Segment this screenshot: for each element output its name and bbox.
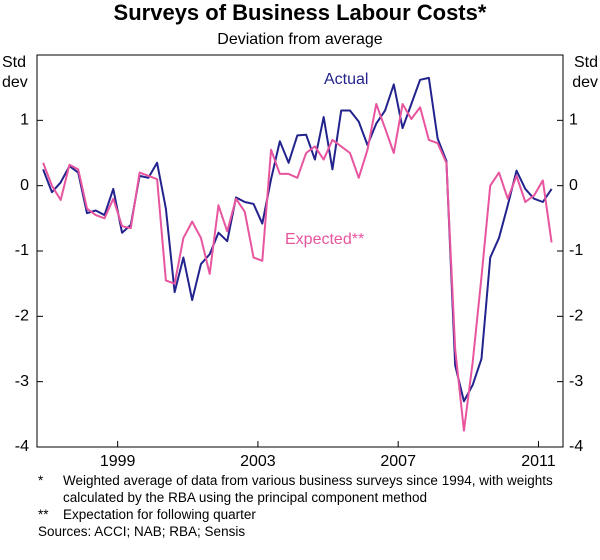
footnote: * Weighted average of data from various b… bbox=[38, 472, 558, 506]
series-line bbox=[42, 103, 553, 432]
chart-subtitle: Deviation from average bbox=[217, 31, 383, 48]
y-tick-label: -1 bbox=[15, 242, 29, 259]
y2-tick-label: 0 bbox=[569, 177, 578, 194]
footnote-text: Weighted average of data from various bu… bbox=[63, 473, 553, 505]
footnote-mark: * bbox=[38, 473, 44, 488]
x-tick-label: 2011 bbox=[521, 453, 556, 470]
footnote: ** Expectation for following quarter bbox=[38, 506, 558, 523]
y2-tick-label: -2 bbox=[569, 308, 583, 325]
y-tick-label: -2 bbox=[15, 308, 29, 325]
y2-tick-label: -4 bbox=[569, 438, 583, 455]
x-tick-label: 1999 bbox=[100, 453, 136, 470]
y-tick-label: 1 bbox=[20, 112, 29, 129]
footnotes: * Weighted average of data from various b… bbox=[38, 472, 558, 540]
y2-tick-label: -1 bbox=[569, 242, 583, 259]
y2-tick-label: 1 bbox=[569, 112, 578, 129]
chart-title: Surveys of Business Labour Costs* bbox=[114, 0, 487, 25]
x-tick-label: 2007 bbox=[380, 453, 416, 470]
y-tick-label: 0 bbox=[20, 177, 29, 194]
series-label: Actual bbox=[324, 71, 368, 88]
y-axis-label: Std dev bbox=[572, 54, 598, 91]
y-tick-label: -4 bbox=[15, 438, 29, 455]
sources: Sources: ACCI; NAB; RBA; Sensis bbox=[38, 524, 246, 539]
series-label: Expected** bbox=[285, 231, 364, 248]
y-tick-label: -3 bbox=[15, 373, 29, 390]
y-axis-label: Std dev bbox=[2, 54, 28, 91]
footnote-mark: ** bbox=[38, 507, 49, 522]
chart: Surveys of Business Labour Costs* Deviat… bbox=[2, 0, 598, 470]
y2-tick-label: -3 bbox=[569, 373, 583, 390]
x-tick-label: 2003 bbox=[240, 453, 276, 470]
footnote-text: Expectation for following quarter bbox=[63, 507, 256, 522]
